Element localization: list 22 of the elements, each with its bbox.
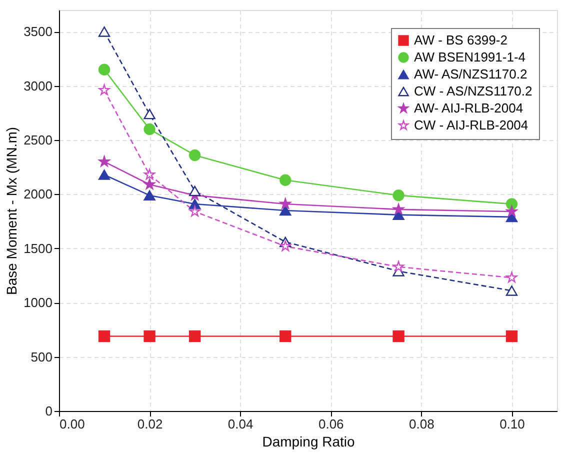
x-tick-label: 0.04 xyxy=(228,416,254,432)
y-tick-label: 500 xyxy=(30,349,52,364)
y-tick-label: 3000 xyxy=(24,78,52,94)
y-tick-label: 3500 xyxy=(24,24,52,40)
legend-label: AW- AIJ-RLB-2004 xyxy=(414,100,524,116)
y-tick-label: 1000 xyxy=(24,295,52,310)
x-tick-label: 0.10 xyxy=(500,416,525,432)
legend-label: AW- AS/NZS1170.2 xyxy=(414,66,528,82)
legend-label: CW - AS/NZS1170.2 xyxy=(414,84,532,98)
y-tick-label: 2000 xyxy=(24,186,52,202)
x-tick-label: 0.08 xyxy=(409,416,434,432)
x-tick-label: 0.06 xyxy=(318,416,344,432)
y-axis-title: Base Moment - Mx (MN.m) xyxy=(4,126,20,296)
x-axis-title: Damping Ratio xyxy=(262,434,356,450)
x-tick-label: 0.00 xyxy=(60,416,85,432)
x-tick-label: 0.02 xyxy=(137,416,163,432)
legend-label: AW BSEN1991-1-4 xyxy=(414,50,526,64)
legend-label: CW - AIJ-RLB-2004 xyxy=(414,118,528,132)
y-tick-label: 1500 xyxy=(24,240,52,256)
y-tick-label: 0 xyxy=(45,404,52,418)
legend-label: AW - BS 6399-2 xyxy=(414,32,508,48)
y-tick-label: 2500 xyxy=(24,132,52,148)
